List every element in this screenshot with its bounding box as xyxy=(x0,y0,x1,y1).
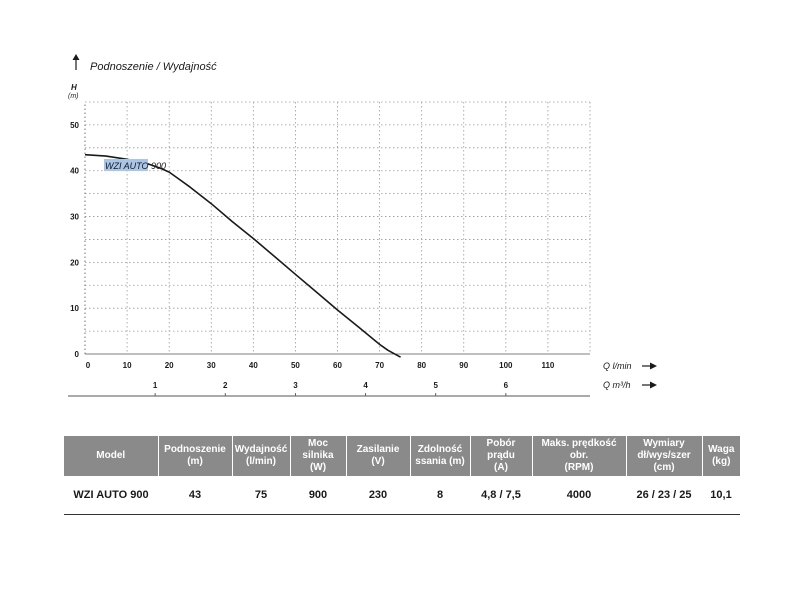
secondary-x-axis-label: Q m³/h xyxy=(603,380,631,390)
curve-label: WZI AUTO 900 xyxy=(105,161,166,171)
spec-header-text: (RPM) xyxy=(564,462,594,473)
spec-header-text: Wymiary xyxy=(643,438,685,449)
spec-header-cell: Zdolność ssania (m) xyxy=(409,436,470,476)
spec-header-cell: Wymiary dł/wys/szer (cm) xyxy=(625,436,702,476)
spec-body: WZI AUTO 900 43 75 900 230 8 4,8 / 7,5 4000 26 /… xyxy=(64,476,740,515)
spec-cell: 8 xyxy=(410,476,470,515)
spec-header-cell: Podnoszenie (m) xyxy=(157,436,232,476)
spec-header-text: Wydajność xyxy=(234,444,288,455)
x-tick-label: 50 xyxy=(291,361,300,370)
spec-cell: 900 xyxy=(290,476,346,515)
spec-header-text: Maks. prędkość obr. xyxy=(541,438,617,461)
y-axis-unit: (m) xyxy=(68,93,79,100)
right-arrow-icon xyxy=(650,362,657,370)
spec-cell: 26 / 23 / 25 xyxy=(626,476,702,515)
spec-header-row: Model Podnoszenie (m) Wydajność (l/min) Moc s… xyxy=(64,436,740,476)
x-tick-label: 30 xyxy=(207,361,216,370)
curve-label-highlight xyxy=(104,159,148,171)
spec-header-text: ssania (m) xyxy=(415,456,465,467)
y-tick-label: 50 xyxy=(70,121,79,130)
spec-header-text: dł/wys/szer (cm) xyxy=(637,450,691,473)
spec-header-text: (m) xyxy=(187,456,203,467)
performance-curve xyxy=(84,153,401,358)
secondary-x-tick-label: 3 xyxy=(293,381,298,390)
spec-header-text: (kg) xyxy=(712,456,731,467)
pump-performance-chart: Podnoszenie / Wydajność H(m) 0 10 20 30 40 50 0 1… xyxy=(68,54,657,397)
x-tick-label: 0 xyxy=(86,361,91,370)
x-tick-label: 10 xyxy=(123,361,132,370)
secondary-x-tick-label: 5 xyxy=(433,381,438,390)
x-tick-label: 70 xyxy=(375,361,384,370)
secondary-x-tick-label: 6 xyxy=(504,381,509,390)
spec-cell: 4000 xyxy=(532,476,626,515)
spec-header-text: Zdolność xyxy=(417,444,463,455)
x-tick-label: 90 xyxy=(459,361,468,370)
spec-header-text: (V) xyxy=(371,456,385,467)
up-arrow-icon xyxy=(72,54,80,60)
spec-header-cell: Pobór prądu (A) xyxy=(469,436,532,476)
y-tick-label: 20 xyxy=(70,258,79,267)
secondary-x-tick-label: 1 xyxy=(153,381,158,390)
y-tick-label: 30 xyxy=(70,213,79,222)
secondary-x-tick-label: 2 xyxy=(223,381,228,390)
x-tick-label: 20 xyxy=(165,361,174,370)
spec-table: Model Podnoszenie (m) Wydajność (l/min) Moc s… xyxy=(64,436,740,515)
spec-header-text: Podnoszenie xyxy=(164,444,226,455)
spec-header-text: (l/min) xyxy=(246,456,276,467)
spec-cell: 4,8 / 7,5 xyxy=(470,476,532,515)
spec-header-cell: Maks. prędkość obr. (RPM) xyxy=(531,436,626,476)
secondary-x-tick-label: 4 xyxy=(363,381,368,390)
x-tick-label: 80 xyxy=(417,361,426,370)
y-tick-label: 10 xyxy=(70,304,79,313)
right-arrow-icon xyxy=(650,381,657,389)
spec-header-cell: Zasilanie (V) xyxy=(345,436,410,476)
spec-cell: WZI AUTO 900 xyxy=(64,476,158,515)
y-axis-label: H xyxy=(71,83,77,92)
spec-header-text: (A) xyxy=(494,462,508,473)
spec-header-cell: Waga (kg) xyxy=(701,436,740,476)
spec-cell: 43 xyxy=(158,476,232,515)
spec-header-text: Model xyxy=(96,450,126,461)
spec-header-text: Moc silnika xyxy=(302,438,334,461)
table-row: WZI AUTO 900 43 75 900 230 8 4,8 / 7,5 4000 26 /… xyxy=(64,476,740,515)
spec-header-cell: Wydajność (l/min) xyxy=(231,436,290,476)
spec-cell: 10,1 xyxy=(702,476,740,515)
spec-header-text: (W) xyxy=(309,462,327,473)
spec-header-text: Pobór prądu xyxy=(486,438,516,461)
spec-header-cell: Model xyxy=(64,436,158,476)
y-tick-label: 40 xyxy=(70,167,79,176)
x-tick-label: 110 xyxy=(541,361,554,370)
chart-title: Podnoszenie / Wydajność xyxy=(90,61,217,73)
spec-cell: 75 xyxy=(232,476,290,515)
x-axis-label: Q l/min xyxy=(603,361,632,371)
spec-header-text: Waga xyxy=(708,444,735,455)
x-tick-label: 60 xyxy=(333,361,342,370)
spec-cell: 230 xyxy=(346,476,410,515)
spec-header-text: Zasilanie xyxy=(356,444,400,455)
x-tick-label: 100 xyxy=(499,361,513,370)
y-tick-label: 0 xyxy=(75,350,80,359)
spec-header-cell: Moc silnika (W) xyxy=(289,436,346,476)
x-tick-label: 40 xyxy=(249,361,258,370)
